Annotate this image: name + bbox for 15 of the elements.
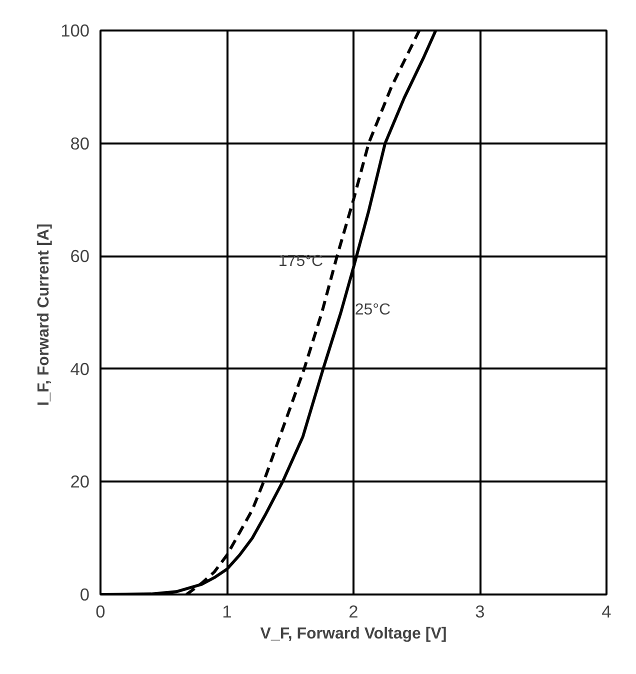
y-tick-label: 80	[70, 133, 90, 154]
x-tick-label: 2	[348, 602, 358, 622]
x-tick-label: 3	[475, 602, 485, 622]
y-axis-title: I_F, Forward Current [A]	[36, 224, 53, 406]
y-tick-label: 40	[70, 358, 90, 379]
x-tick-label: 4	[602, 602, 612, 622]
y-tick-label: 100	[60, 20, 90, 40]
y-tick-label: 20	[70, 472, 90, 492]
y-tick-label: 60	[70, 246, 90, 266]
y-tick-label: 0	[80, 584, 90, 604]
x-tick-label: 1	[222, 602, 232, 622]
series-label: 175°C	[278, 253, 324, 270]
series-label: 25°C	[354, 302, 391, 318]
x-axis-title: V_F, Forward Voltage [V]	[260, 626, 447, 642]
x-tick-label: 0	[96, 602, 106, 622]
